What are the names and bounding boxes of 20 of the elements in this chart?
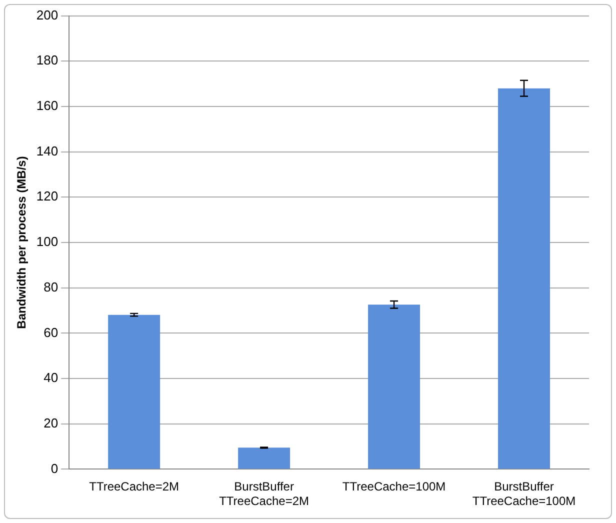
- y-tick-label: 200: [36, 7, 58, 22]
- y-tick-label: 140: [36, 143, 58, 158]
- x-tick-label: BurstBuffer TTreeCache=2M: [219, 480, 310, 508]
- y-tick-label: 20: [44, 415, 58, 430]
- y-tick-label: 100: [36, 234, 58, 250]
- y-axis-title: Bandwidth per process (MB/s): [14, 156, 29, 329]
- bar: [498, 88, 550, 469]
- x-tick-label: TTreeCache=2M: [89, 480, 180, 494]
- y-tick-label: 0: [50, 460, 58, 476]
- y-tick-label: 180: [36, 52, 58, 68]
- y-tick-label: 120: [36, 188, 58, 204]
- y-tick-label: 40: [44, 370, 58, 386]
- y-tick-label: 60: [44, 324, 58, 340]
- bar: [368, 304, 420, 469]
- y-tick-label: 160: [36, 98, 58, 114]
- bar: [108, 314, 160, 469]
- bar: [238, 448, 290, 469]
- y-tick-label: 80: [44, 279, 58, 294]
- x-tick-label: BurstBuffer TTreeCache=100M: [472, 480, 576, 508]
- x-tick-label: TTreeCache=100M: [342, 480, 446, 494]
